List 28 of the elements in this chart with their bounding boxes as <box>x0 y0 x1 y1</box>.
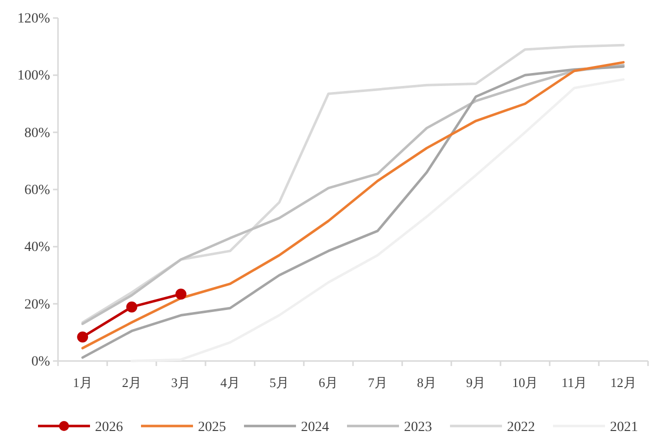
y-tick-label: 100% <box>17 68 50 84</box>
legend-label: 2023 <box>404 420 432 435</box>
y-tick-label: 20% <box>24 297 50 312</box>
x-tick-label: 6月 <box>318 375 338 390</box>
point <box>126 301 138 312</box>
x-tick-label: 12月 <box>610 375 636 390</box>
x-tick-label: 4月 <box>220 375 240 390</box>
legend-label: 2025 <box>198 420 226 435</box>
y-tick-label: 0% <box>31 354 50 370</box>
legend-label: 2026 <box>95 420 123 435</box>
x-tick-label: 1月 <box>72 375 92 390</box>
x-tick-label: 10月 <box>512 375 538 390</box>
legend-label: 2021 <box>610 420 638 435</box>
x-tick-label: 3月 <box>171 375 191 390</box>
point <box>77 331 88 342</box>
legend-label: 2024 <box>301 420 329 435</box>
x-tick-label: 11月 <box>561 375 588 390</box>
y-tick-label: 60% <box>24 183 50 198</box>
y-tick-label: 120% <box>17 12 50 26</box>
x-tick-label: 8月 <box>417 375 436 390</box>
x-tick-label: 2月 <box>122 375 142 390</box>
x-tick-label: 9月 <box>466 375 486 390</box>
y-tick-label: 40% <box>24 240 50 256</box>
y-tick-label: 80% <box>24 126 50 141</box>
x-tick-label: 5月 <box>270 375 289 390</box>
x-tick-label: 7月 <box>368 375 388 390</box>
legend-label: 2022 <box>507 420 535 435</box>
point <box>175 288 186 300</box>
